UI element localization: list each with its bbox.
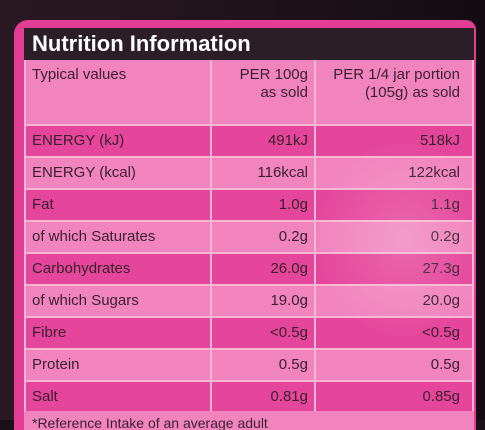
nutrient-name: ENERGY (kcal)	[26, 158, 212, 188]
value-per-portion: 0.85g	[422, 388, 460, 405]
table-row: Protein 0.5g 0.5g	[26, 350, 472, 382]
value-per-portion: 122kcal	[408, 164, 460, 181]
value-per-portion: <0.5g	[422, 324, 460, 341]
table-row: ENERGY (kcal) 116kcal 122kcal	[26, 158, 472, 190]
table-header-row: Typical values PER 100g as sold PER 1/4 …	[26, 60, 472, 126]
nutrient-name: of which Sugars	[26, 286, 212, 316]
table-row: Salt 0.81g 0.85g	[26, 382, 472, 414]
header-per-portion-line2: (105g) as sold	[364, 84, 460, 101]
table-row: ENERGY (kJ) 491kJ 518kJ	[26, 126, 472, 158]
footnote: *Reference Intake of an average adult	[24, 411, 474, 430]
nutrient-name: Protein	[26, 350, 212, 380]
nutrient-name: Fibre	[26, 318, 212, 348]
table-row: Fat 1.0g 1.1g	[26, 190, 472, 222]
table-row: of which Sugars 19.0g 20.0g	[26, 286, 472, 318]
value-per-100g: 491kJ	[212, 126, 316, 156]
value-per-portion: 27.3g	[422, 260, 460, 277]
value-per-100g: 0.81g	[212, 382, 316, 412]
header-per-100g-line1: PER 100g	[239, 66, 308, 83]
header-per-100g-line2: as sold	[260, 84, 308, 101]
value-per-100g: 0.2g	[212, 222, 316, 252]
header-per-portion: PER 1/4 jar portion (105g) as sold	[316, 60, 472, 124]
value-per-100g: 116kcal	[212, 158, 316, 188]
value-per-100g: 26.0g	[212, 254, 316, 284]
header-typical-values: Typical values	[26, 60, 212, 124]
table-row: of which Saturates 0.2g 0.2g	[26, 222, 472, 254]
label-title: Nutrition Information	[24, 28, 474, 60]
value-per-100g: 0.5g	[212, 350, 316, 380]
nutrient-name: Fat	[26, 190, 212, 220]
value-per-portion: 1.1g	[430, 196, 460, 213]
nutrient-name: ENERGY (kJ)	[26, 126, 212, 156]
value-per-portion: 0.2g	[430, 228, 460, 245]
value-per-100g: <0.5g	[212, 318, 316, 348]
nutrition-label: Nutrition Information Typical values PER…	[14, 20, 476, 430]
value-per-portion: 518kJ	[419, 132, 460, 149]
value-per-portion: 20.0g	[422, 292, 460, 309]
table-row: Carbohydrates 26.0g 27.3g	[26, 254, 472, 286]
value-per-100g: 1.0g	[212, 190, 316, 220]
nutrient-name: Carbohydrates	[26, 254, 212, 284]
nutrient-name: of which Saturates	[26, 222, 212, 252]
table-row: Fibre <0.5g <0.5g	[26, 318, 472, 350]
nutrient-name: Salt	[26, 382, 212, 412]
nutrition-table: Typical values PER 100g as sold PER 1/4 …	[24, 60, 474, 414]
header-per-portion-line1: PER 1/4 jar portion	[333, 66, 460, 83]
value-per-portion: 0.5g	[430, 356, 460, 373]
header-per-100g: PER 100g as sold	[212, 60, 316, 124]
value-per-100g: 19.0g	[212, 286, 316, 316]
